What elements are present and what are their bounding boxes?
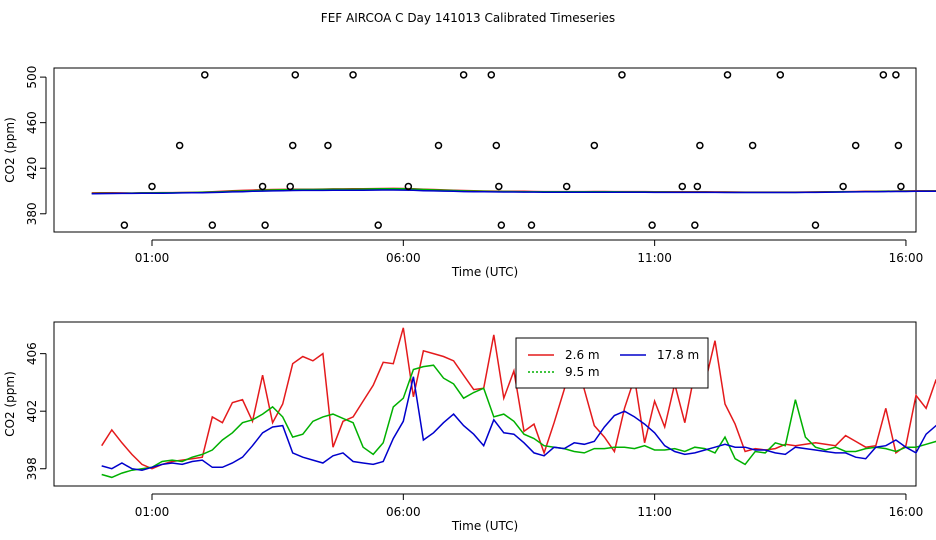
x-axis-label: Time (UTC) (451, 265, 518, 279)
calibration-point (723, 71, 732, 79)
calibration-point (691, 221, 699, 229)
calibration-point (894, 141, 903, 150)
y-axis-label: CO2 (ppm) (3, 371, 17, 437)
calibration-point (286, 182, 294, 191)
calibration-point (497, 221, 506, 229)
calibration-point (434, 141, 443, 150)
y-tick-label: 406 (25, 342, 39, 365)
calibration-point (404, 182, 413, 191)
x-axis: 01:00 06:00 11:00 16:00 Time (UTC) (135, 239, 924, 279)
x-tick-label: 11:00 (637, 251, 672, 265)
calibration-point (349, 71, 357, 79)
y-tick-label: 420 (25, 157, 39, 180)
calibration-point (696, 141, 704, 150)
calibration-point (811, 221, 820, 229)
x-tick-label: 01:00 (135, 505, 170, 519)
calibration-points (120, 71, 905, 229)
x-axis: 01:00 06:00 11:00 16:00 Time (UTC) (135, 493, 924, 533)
calibration-point (374, 221, 382, 229)
y-axis-label: CO2 (ppm) (3, 117, 17, 183)
plot-frame (53, 67, 917, 233)
chart-title: FEF AIRCOA C Day 141013 Calibrated Times… (321, 11, 615, 25)
legend-label: 9.5 m (565, 365, 600, 379)
calibration-point (495, 182, 503, 191)
calibration-point (618, 71, 626, 79)
x-tick-label: 11:00 (637, 505, 672, 519)
series-line-17-8-m (91, 189, 936, 195)
legend: 2.6 m 9.5 m 17.8 m (515, 337, 709, 389)
calibration-point (201, 71, 209, 79)
bottom-panel: 01:00 06:00 11:00 16:00 Time (UTC) 398 402 406 C… (3, 321, 936, 533)
calibration-point (879, 71, 888, 79)
calibration-point (148, 182, 156, 191)
legend-box (515, 337, 709, 389)
series-line-9-5-m (101, 364, 936, 479)
x-tick-label: 06:00 (386, 251, 421, 265)
calibration-point (291, 71, 300, 79)
calibration-point (590, 141, 599, 150)
calibration-point (487, 71, 496, 79)
series-line-17-8-m (101, 376, 936, 471)
calibration-point (693, 182, 702, 191)
calibration-point (208, 221, 217, 229)
x-tick-label: 16:00 (889, 505, 924, 519)
y-axis: 398 402 406 CO2 (ppm) (3, 342, 47, 480)
y-tick-label: 460 (25, 111, 39, 134)
calibration-point (839, 182, 847, 191)
calibration-point (892, 71, 900, 79)
y-tick-label: 398 (25, 457, 39, 480)
y-tick-label: 500 (25, 66, 39, 89)
calibration-point (851, 141, 860, 150)
calibration-point (258, 182, 267, 191)
y-axis: 380 420 460 500 CO2 (ppm) (3, 66, 47, 225)
calibration-point (261, 221, 269, 229)
calibration-point (459, 71, 468, 79)
y-tick-label: 402 (25, 400, 39, 423)
x-tick-label: 16:00 (889, 251, 924, 265)
calibration-point (897, 182, 905, 191)
y-tick-label: 380 (25, 202, 39, 225)
calibration-point (527, 221, 536, 229)
top-panel: 01:00 06:00 11:00 16:00 Time (UTC) 380 420 460 5… (3, 66, 936, 279)
calibration-point (648, 221, 656, 229)
calibration-point (492, 141, 501, 150)
calibration-point (324, 141, 332, 150)
plot-frame (53, 321, 917, 487)
calibration-point (288, 141, 297, 150)
legend-label: 17.8 m (657, 348, 699, 362)
calibration-point (678, 182, 687, 191)
x-axis-label: Time (UTC) (451, 519, 518, 533)
legend-label: 2.6 m (565, 348, 600, 362)
calibration-point (748, 141, 757, 150)
calibration-point (175, 141, 184, 150)
x-tick-label: 06:00 (386, 505, 421, 519)
calibration-point (776, 71, 785, 79)
calibration-point (562, 182, 571, 191)
series-line-2-6-m (101, 327, 936, 470)
calibration-point (120, 221, 129, 229)
x-tick-label: 01:00 (135, 251, 170, 265)
